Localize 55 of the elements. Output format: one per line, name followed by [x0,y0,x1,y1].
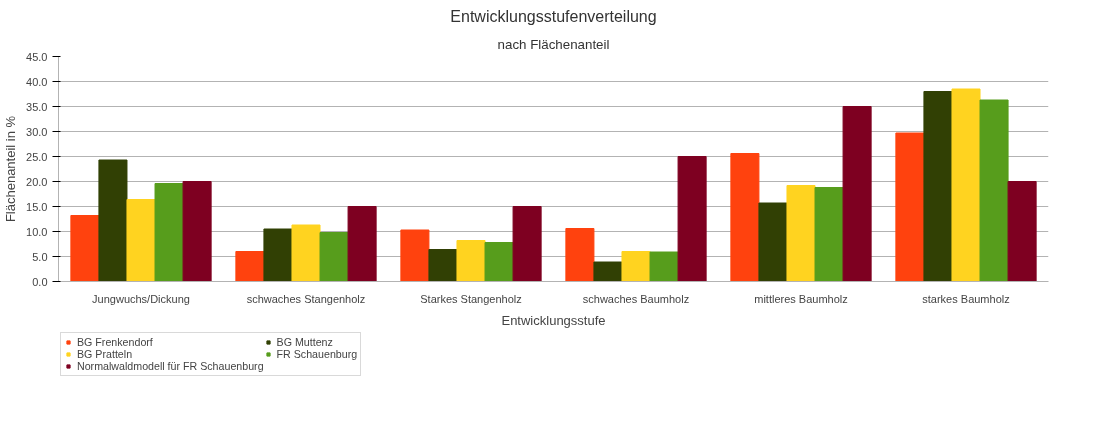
bar [895,132,925,282]
bar [621,251,651,282]
x-tick-label: Jungwuchs/Dickung [92,292,190,305]
bar [951,88,981,282]
y-tick-label: 30.0 [26,125,48,138]
bar [786,185,816,282]
bar [319,232,349,282]
bar [456,240,486,282]
chart-subtitle: nach Flächenanteil [497,36,610,52]
legend-label: BG Frenkendorf [77,336,153,348]
bar [98,159,128,282]
bar [126,199,156,282]
y-tick-label: 10.0 [26,225,48,238]
bar [758,202,788,282]
bar [979,99,1009,282]
bar [649,251,679,282]
bar [593,261,623,282]
y-tick-label: 45.0 [26,50,48,63]
bar [484,242,514,282]
bar [154,183,184,282]
x-tick-label: starkes Baumholz [922,292,1010,305]
legend-label: BG Muttenz [276,336,333,348]
bar [842,106,872,282]
x-tick-label: mittleres Baumholz [754,292,848,305]
bar [235,251,265,282]
y-tick-label: 40.0 [26,75,48,88]
bar [565,228,595,282]
y-tick-label: 25.0 [26,150,48,163]
bar [814,187,844,282]
bar [263,228,293,282]
bar [1007,181,1037,282]
bar [400,229,430,282]
x-tick-label: Starkes Stangenholz [420,292,522,305]
bar [70,215,100,282]
y-tick-label: 35.0 [26,100,48,113]
legend-label: Normalwaldmodell für FR Schauenburg [77,360,264,372]
legend-label: BG Pratteln [77,348,133,360]
y-tick-label: 0.0 [32,275,48,288]
bar [923,91,953,282]
y-tick-label: 20.0 [26,175,48,188]
y-axis-title: Flächenanteil in % [3,115,19,223]
chart-title: Entwicklungsstufenverteilung [450,7,657,25]
bar [512,206,542,282]
bar [677,156,707,282]
bar [428,249,458,282]
legend-label: FR Schauenburg [276,348,358,360]
y-tick-label: 5.0 [32,250,48,263]
bar [291,224,321,282]
bar [182,181,212,282]
y-tick-label: 15.0 [26,200,48,213]
x-tick-label: schwaches Stangenholz [246,292,366,305]
x-tick-label: schwaches Baumholz [582,292,690,305]
bar [347,206,377,282]
bar [730,153,760,282]
x-axis-title: Entwicklungsstufe [501,312,606,328]
